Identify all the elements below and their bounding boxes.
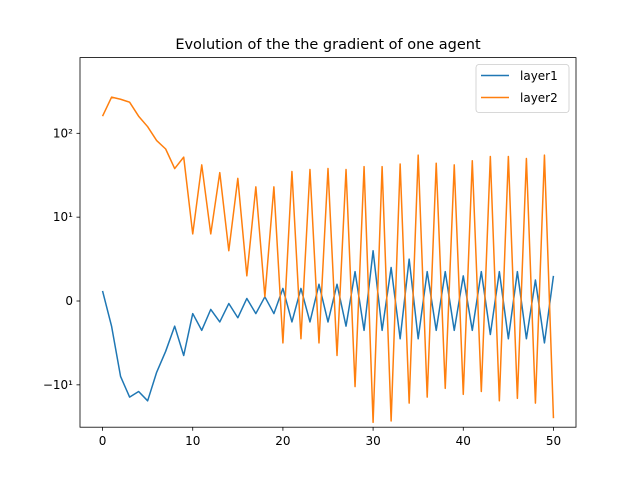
x-tick-label: 40 [456,434,471,448]
y-axis: −10¹ 0 10¹ 10² [43,126,80,392]
legend-label-layer2: layer2 [520,91,558,105]
chart-title: Evolution of the the gradient of one age… [175,37,481,53]
x-tick-label: 20 [275,434,290,448]
legend-label-layer1: layer1 [520,69,558,83]
series-line-layer2 [101,96,555,424]
legend-box [475,64,570,113]
y-tick-label: 10² [53,126,73,140]
plot-lines [101,96,555,424]
x-tick-label: 0 [99,434,107,448]
x-tick-label: 10 [185,434,200,448]
legend: layer1 layer2 [475,64,570,113]
plot-frame [79,57,577,428]
x-tick-label: 30 [365,434,380,448]
y-tick-label: −10¹ [43,378,73,392]
y-tick-label: 10¹ [53,210,73,224]
x-tick-label: 50 [546,434,561,448]
y-tick-label: 0 [65,294,73,308]
x-axis: 0 10 20 30 40 50 [99,427,561,448]
series-line-layer1 [101,249,555,402]
